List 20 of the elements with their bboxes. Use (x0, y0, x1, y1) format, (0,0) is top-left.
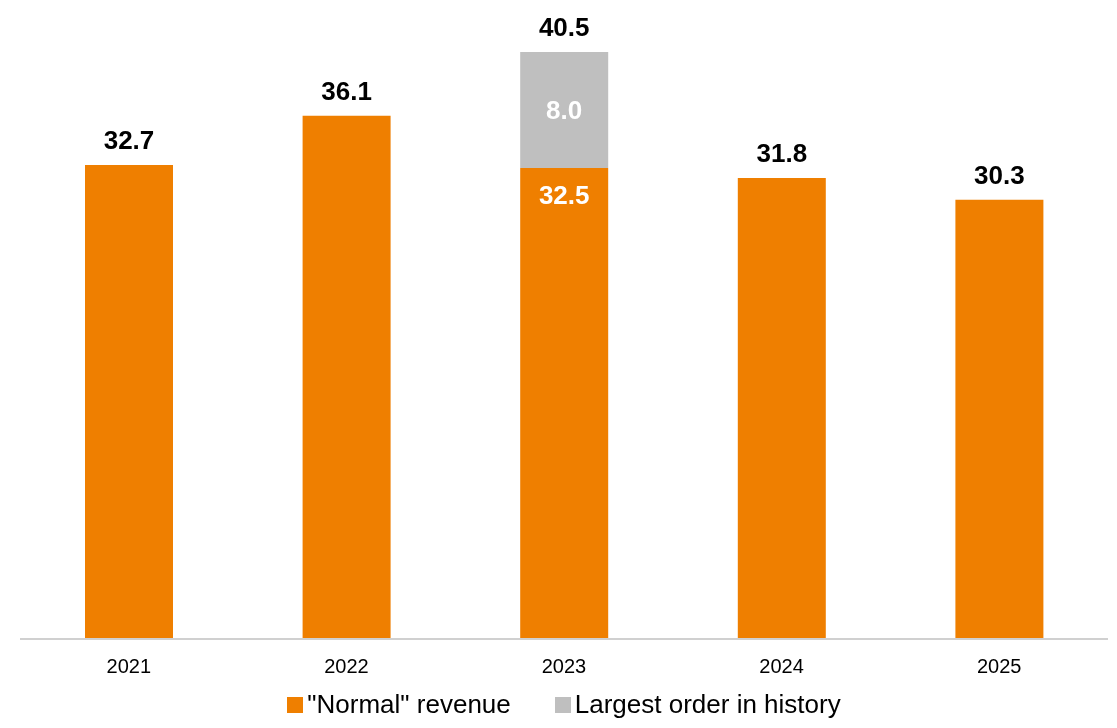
bar (520, 52, 609, 168)
x-tick-label: 2021 (106, 655, 152, 678)
bar (302, 115, 391, 639)
bar (737, 178, 826, 639)
bar (520, 167, 609, 639)
legend-label: "Normal" revenue (307, 689, 511, 720)
x-tick-label: 2024 (759, 655, 804, 678)
bar (955, 199, 1044, 639)
data-label: 8.0 (546, 94, 583, 125)
data-label: 30.3 (974, 159, 1025, 190)
data-label: 32.5 (538, 179, 590, 210)
total-label: 40.5 (538, 12, 590, 42)
x-tick-label: 2022 (324, 655, 369, 678)
x-tick-label: 2025 (976, 655, 1022, 678)
data-label: 32.7 (103, 125, 155, 156)
legend-label: Largest order in history (574, 689, 841, 720)
data-label: 36.1 (321, 75, 372, 106)
bar (85, 165, 173, 639)
x-tick-label: 2023 (541, 655, 587, 678)
data-label: 31.8 (756, 138, 808, 169)
